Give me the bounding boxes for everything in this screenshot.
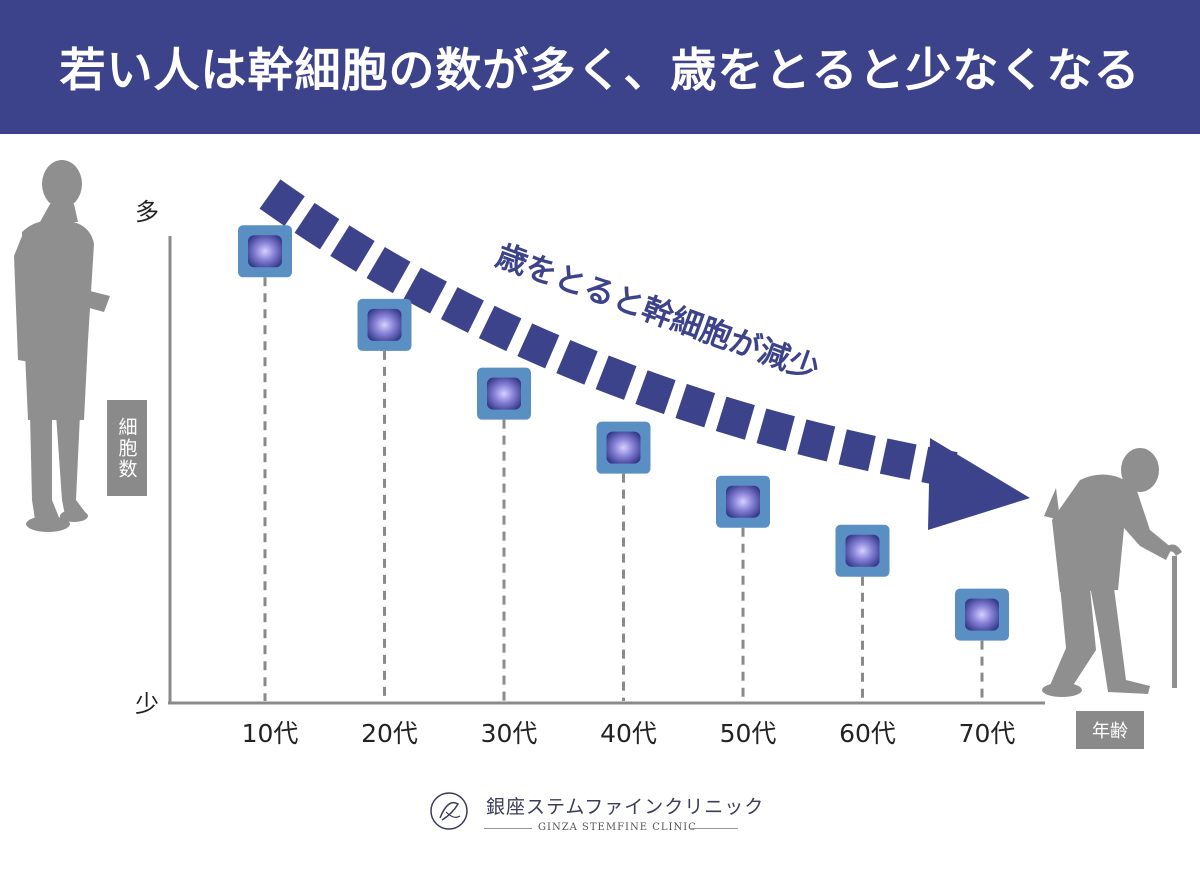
decline-arrow-dashes bbox=[259, 179, 959, 488]
footer-divider-left bbox=[484, 828, 532, 829]
young-person-figure bbox=[14, 160, 110, 532]
elderly-person-figure bbox=[1042, 448, 1182, 697]
y-axis-top-label: 多 bbox=[135, 198, 159, 226]
x-tick-label-3: 30代 bbox=[481, 719, 538, 748]
cell-marker-core-7 bbox=[965, 598, 999, 631]
cell-marker-core-2 bbox=[367, 308, 402, 341]
cell-marker-core-6 bbox=[845, 534, 880, 567]
clinic-logo-icon bbox=[430, 792, 468, 830]
clinic-name: 銀座ステムファインクリニック bbox=[486, 796, 765, 818]
decline-arrow-head bbox=[928, 438, 1030, 530]
cell-marker-core-5 bbox=[726, 485, 760, 518]
chart-marks: 10代 20代 30代 40代 50代 60代 70代 bbox=[238, 225, 1015, 748]
x-axis-label: 年齢 bbox=[1076, 711, 1144, 749]
page-title: 若い人は幹細胞の数が多く、歳をとると少なくなる bbox=[59, 43, 1141, 97]
clinic-name-en: GINZA STEMFINE CLINIC bbox=[538, 822, 697, 833]
x-tick-label-5: 50代 bbox=[720, 719, 777, 748]
cell-marker-core-4 bbox=[606, 431, 641, 464]
y-axis-bottom-label: 少 bbox=[135, 690, 159, 718]
header-banner: 若い人は幹細胞の数が多く、歳をとると少なくなる bbox=[0, 0, 1200, 134]
decline-arrow bbox=[259, 179, 1030, 530]
x-tick-label-2: 20代 bbox=[361, 719, 418, 748]
cell-marker-core-1 bbox=[248, 235, 282, 268]
chart: 多 少 歳をとると幹細胞が減少 10代 20代 30代 40代 50代 60代 70代 bbox=[14, 160, 1182, 748]
x-tick-label-6: 60代 bbox=[839, 719, 896, 748]
x-tick-label-7: 70代 bbox=[959, 719, 1016, 748]
cell-marker-core-3 bbox=[487, 377, 521, 410]
clinic-logo-block: 銀座ステムファインクリニック GINZA STEMFINE CLINIC bbox=[428, 790, 763, 840]
y-axis-label: 細胞数 bbox=[107, 400, 147, 496]
x-tick-label-4: 40代 bbox=[600, 719, 657, 748]
footer-divider-right bbox=[690, 828, 738, 829]
x-tick-label-1: 10代 bbox=[242, 719, 299, 748]
